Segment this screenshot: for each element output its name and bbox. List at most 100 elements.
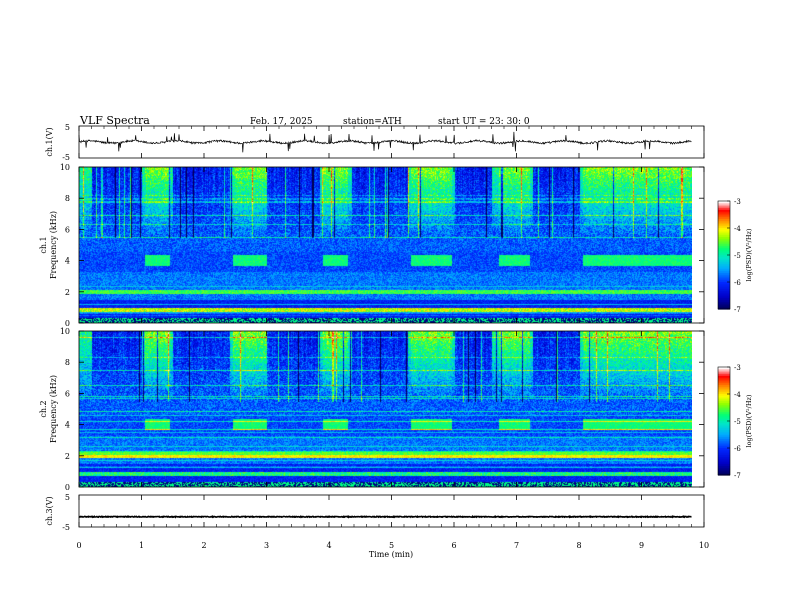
ch1-colorbar-swatch [718, 271, 730, 274]
ch1-colorbar-swatch [718, 229, 730, 233]
ch2-colorbar-swatch [718, 412, 730, 415]
ch1-colorbar-swatch [718, 285, 730, 288]
ch1-waveform-line [78, 131, 692, 153]
ch2-colorbar-swatch [718, 451, 730, 454]
ch1-spectrogram-yticks: 0 2 4 6 8 10 [60, 163, 704, 328]
ch2-colorbar-swatch [718, 399, 730, 402]
ch1-ytick-bottom: -5 [62, 153, 70, 162]
ch1-colorbar-swatch [718, 287, 730, 290]
ch2-colorbar-swatch [718, 426, 730, 429]
ch1-colorbar-swatch [718, 235, 730, 238]
ch1-colorbar-swatch [718, 249, 730, 252]
ch1-colorbar-swatch [718, 217, 730, 220]
ch1-colorbar-swatch [718, 298, 730, 301]
ch1-spectrogram-ytick-label: 0 [65, 319, 70, 328]
ch1-colorbar-swatch [718, 215, 730, 218]
ch2-colorbar-swatch [718, 433, 730, 436]
ch1-colorbar-swatch [718, 283, 730, 287]
ch1-spectrogram-ytick-label: 10 [60, 163, 70, 172]
ch2-colorbar-swatch [718, 424, 730, 427]
ch1-colorbar-swatch [718, 219, 730, 222]
ch2-colorbar-swatch [718, 473, 730, 476]
xtick-label: 7 [514, 541, 519, 550]
xtick-label: 9 [639, 541, 644, 550]
ch1-colorbar-swatch [718, 305, 730, 308]
station-label: station=ATH [343, 117, 402, 127]
ch2-colorbar-swatch [718, 372, 730, 375]
ch2-colorbar-swatch [718, 392, 730, 395]
ch1-colorbar-swatch [718, 213, 730, 216]
ch1-colorbar-swatch [718, 211, 730, 215]
ch2-colorbar-swatch [718, 448, 730, 451]
ch2-colorbar-swatch [718, 374, 730, 377]
ch1-colorbar-swatch [718, 251, 730, 254]
xtick-label: 10 [699, 541, 709, 550]
ch2-colorbar-swatch [718, 394, 730, 397]
xtick-label: 2 [201, 541, 206, 550]
ch1-colorbar-swatch [718, 244, 730, 247]
ch2-colorbar-swatch [718, 455, 730, 458]
ch2-colorbar-swatch [718, 403, 730, 406]
ch2-colorbar-label: log(PSD)(V²/Hz) [745, 394, 753, 447]
ch1-colorbar-swatch [718, 202, 730, 206]
ch2-colorbar-swatch [718, 406, 730, 409]
ch1-colorbar-swatch [718, 292, 730, 296]
ch1-spectrogram-channel: ch.1 [39, 236, 48, 253]
ch2-colorbar-swatch [718, 444, 730, 447]
ch1-colorbar-swatch [718, 210, 730, 213]
ch2-colorbar-swatch [718, 379, 730, 382]
xtick-label: 1 [139, 541, 144, 550]
ch2-colorbar-swatch [718, 435, 730, 438]
start-time-label: start UT = 23: 30: 0 [438, 117, 530, 127]
ch3-ytick-top: 5 [65, 493, 70, 502]
ch2-colorbar-swatch [718, 460, 730, 463]
xtick-label: 0 [76, 541, 81, 550]
ch1-colorbar-swatch [718, 222, 730, 225]
ch1-colorbar-swatch [718, 260, 730, 263]
ch2-colorbar-tick-label: -4 [734, 391, 741, 399]
xtick-label: 8 [576, 541, 581, 550]
xtick-label: 6 [451, 541, 456, 550]
ch1-colorbar-tick-label: -4 [734, 225, 741, 233]
ch1-colorbar-swatch [718, 240, 730, 243]
ch1-colorbar-swatch [718, 273, 730, 276]
ch1-spectrogram-ytick-label: 6 [65, 225, 70, 234]
ch2-spectrogram-ytick-label: 2 [65, 452, 70, 461]
ch2-colorbar-swatch [718, 397, 730, 400]
ch1-colorbar-swatch [718, 238, 730, 242]
ch1-colorbar-swatch [718, 267, 730, 270]
ch2-spectrogram-ytick-label: 10 [60, 327, 70, 336]
ch1-colorbar-swatch [718, 256, 730, 260]
date-label: Feb. 17, 2025 [250, 117, 313, 127]
ch1-colorbar-swatch [718, 208, 730, 211]
ch1-colorbar-swatch [718, 265, 730, 269]
ch1-spectrogram-ytick-label: 8 [65, 194, 70, 203]
ch1-colorbar-tick-label: -6 [734, 279, 741, 287]
ch1-colorbar-swatch [718, 253, 730, 256]
ch2-colorbar-tick-label: -3 [734, 364, 741, 372]
ch1-colorbar-swatch [718, 242, 730, 245]
ch2-colorbar-tick-label: -7 [734, 472, 741, 480]
ch1-colorbar-swatch [718, 226, 730, 229]
ch1-waveform-panel: 5 -5 ch.1(V) [45, 123, 705, 162]
ch2-spectrogram-channel: ch.2 [39, 400, 48, 417]
ch2-spectrogram-ylabel: Frequency (kHz) [49, 375, 58, 443]
ch2-colorbar-swatch [718, 453, 730, 456]
ch2-spectrogram-ytick-label: 0 [65, 483, 70, 492]
ch1-colorbar-tick-label: -3 [734, 198, 741, 206]
ch2-spectrogram-ytick-label: 6 [65, 389, 70, 398]
ch2-colorbar-swatch [718, 370, 730, 373]
ch1-colorbar-swatch [718, 274, 730, 278]
ch1-colorbar-swatch [718, 294, 730, 297]
ch2-colorbar-swatch [718, 464, 730, 467]
ch2-colorbar-swatch [718, 422, 730, 426]
ch2-spectrogram-yticks: 0 2 4 6 8 10 [60, 327, 704, 492]
ch2-colorbar-swatch [718, 442, 730, 445]
ch1-colorbar-swatch [718, 291, 730, 294]
ch1-colorbar-swatch [718, 201, 730, 204]
ch1-colorbar-swatch [718, 228, 730, 231]
ch1-colorbar-swatch [718, 280, 730, 283]
figure-title: VLF Spectra [79, 114, 150, 127]
